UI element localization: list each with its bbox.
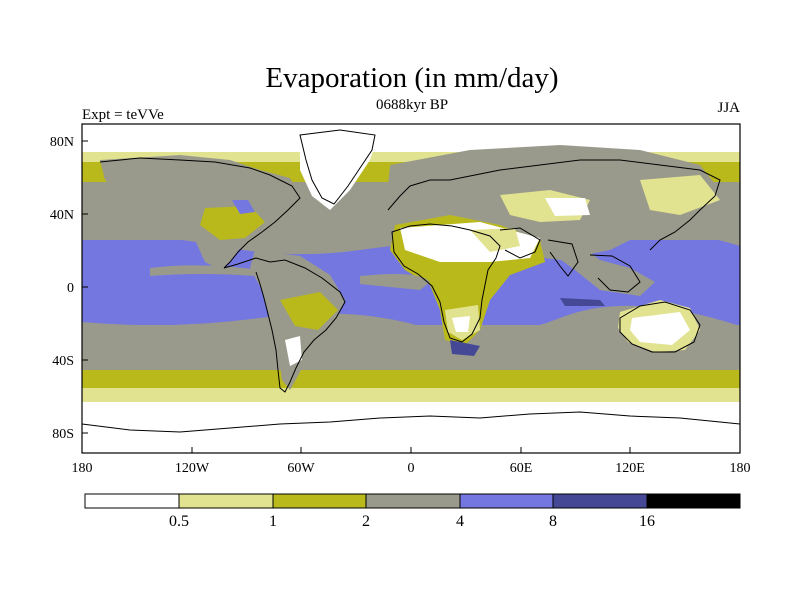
coast-india <box>547 239 579 277</box>
coast-arabia <box>499 227 541 259</box>
evaporation-field <box>82 124 740 453</box>
season-label: JJA <box>717 100 740 116</box>
coast-antarctica <box>81 411 741 433</box>
x-tick-label: 60E <box>510 461 533 476</box>
x-tick-label: 60W <box>287 461 315 476</box>
coast-southeast-asia <box>589 254 641 293</box>
subtropic-transition-south <box>82 305 740 340</box>
y-tick-label: 40N <box>50 208 74 223</box>
greenland-low <box>300 130 380 210</box>
colorbar-label: 4 <box>456 513 464 530</box>
x-tick-label: 180 <box>72 461 93 476</box>
colorbar-label: 8 <box>549 513 557 530</box>
map-panel: 80N 40N 0 40S 80S 180 120W 60W 0 60E 120… <box>50 123 751 476</box>
colorbar-swatch <box>178 493 274 509</box>
x-tick-label: 120E <box>615 461 645 476</box>
east-asia-band <box>640 175 720 215</box>
atlantic-equatorial-band <box>360 274 430 290</box>
south-america-dry <box>280 292 338 330</box>
patagonia-low <box>285 336 302 366</box>
north-america-interior <box>200 206 265 240</box>
great-lakes-high <box>232 200 255 214</box>
coast-eurasia <box>387 159 721 251</box>
coast-north-america <box>99 157 301 269</box>
australia-desert <box>630 312 690 345</box>
colorbar-label: 1 <box>269 513 277 530</box>
x-tick-label: 180 <box>730 461 751 476</box>
map-title: Evaporation (in mm/day) <box>265 62 558 94</box>
coast-australia <box>619 301 701 353</box>
y-axis: 80N 40N 0 40S 80S <box>50 135 88 442</box>
colorbar-label: 16 <box>639 513 655 530</box>
y-tick-label: 0 <box>67 281 74 296</box>
east-pacific-cold-tongue <box>150 265 260 276</box>
antarctica-region <box>82 414 740 453</box>
central-asia-desert <box>545 198 590 216</box>
colorbar-label: 0.5 <box>169 513 189 530</box>
colorbar-swatch <box>646 493 741 509</box>
colorbar: 0.5 1 2 4 8 16 <box>84 493 741 530</box>
colorbar-swatch <box>272 493 367 509</box>
y-tick-label: 80S <box>52 427 74 442</box>
kalahari-low <box>452 316 470 332</box>
colorbar-swatch <box>459 493 554 509</box>
colorbar-label: 2 <box>362 513 370 530</box>
x-tick-label: 120W <box>175 461 210 476</box>
north-america-region <box>100 155 300 270</box>
colorbar-swatch <box>552 493 648 509</box>
y-tick-label: 40S <box>52 354 74 369</box>
coast-greenland <box>299 129 376 205</box>
indian-ocean-patch <box>560 298 605 306</box>
colorbar-swatch <box>84 493 180 509</box>
coastlines <box>81 129 741 433</box>
south-asia-region <box>540 245 655 296</box>
x-axis: 180 120W 60W 0 60E 120E 180 <box>72 447 751 476</box>
y-tick-label: 80N <box>50 135 74 150</box>
map-subtitle: 0688kyr BP <box>376 97 448 113</box>
coast-south-america <box>223 257 346 393</box>
x-tick-label: 0 <box>408 461 415 476</box>
south-indian-ocean-max <box>450 340 480 356</box>
south-subpolar-band-2 <box>82 370 740 390</box>
experiment-label: Expt = teVVe <box>82 107 164 123</box>
coast-africa <box>391 223 501 343</box>
colorbar-swatch <box>365 493 461 509</box>
south-subpolar-band-1 <box>82 388 740 404</box>
